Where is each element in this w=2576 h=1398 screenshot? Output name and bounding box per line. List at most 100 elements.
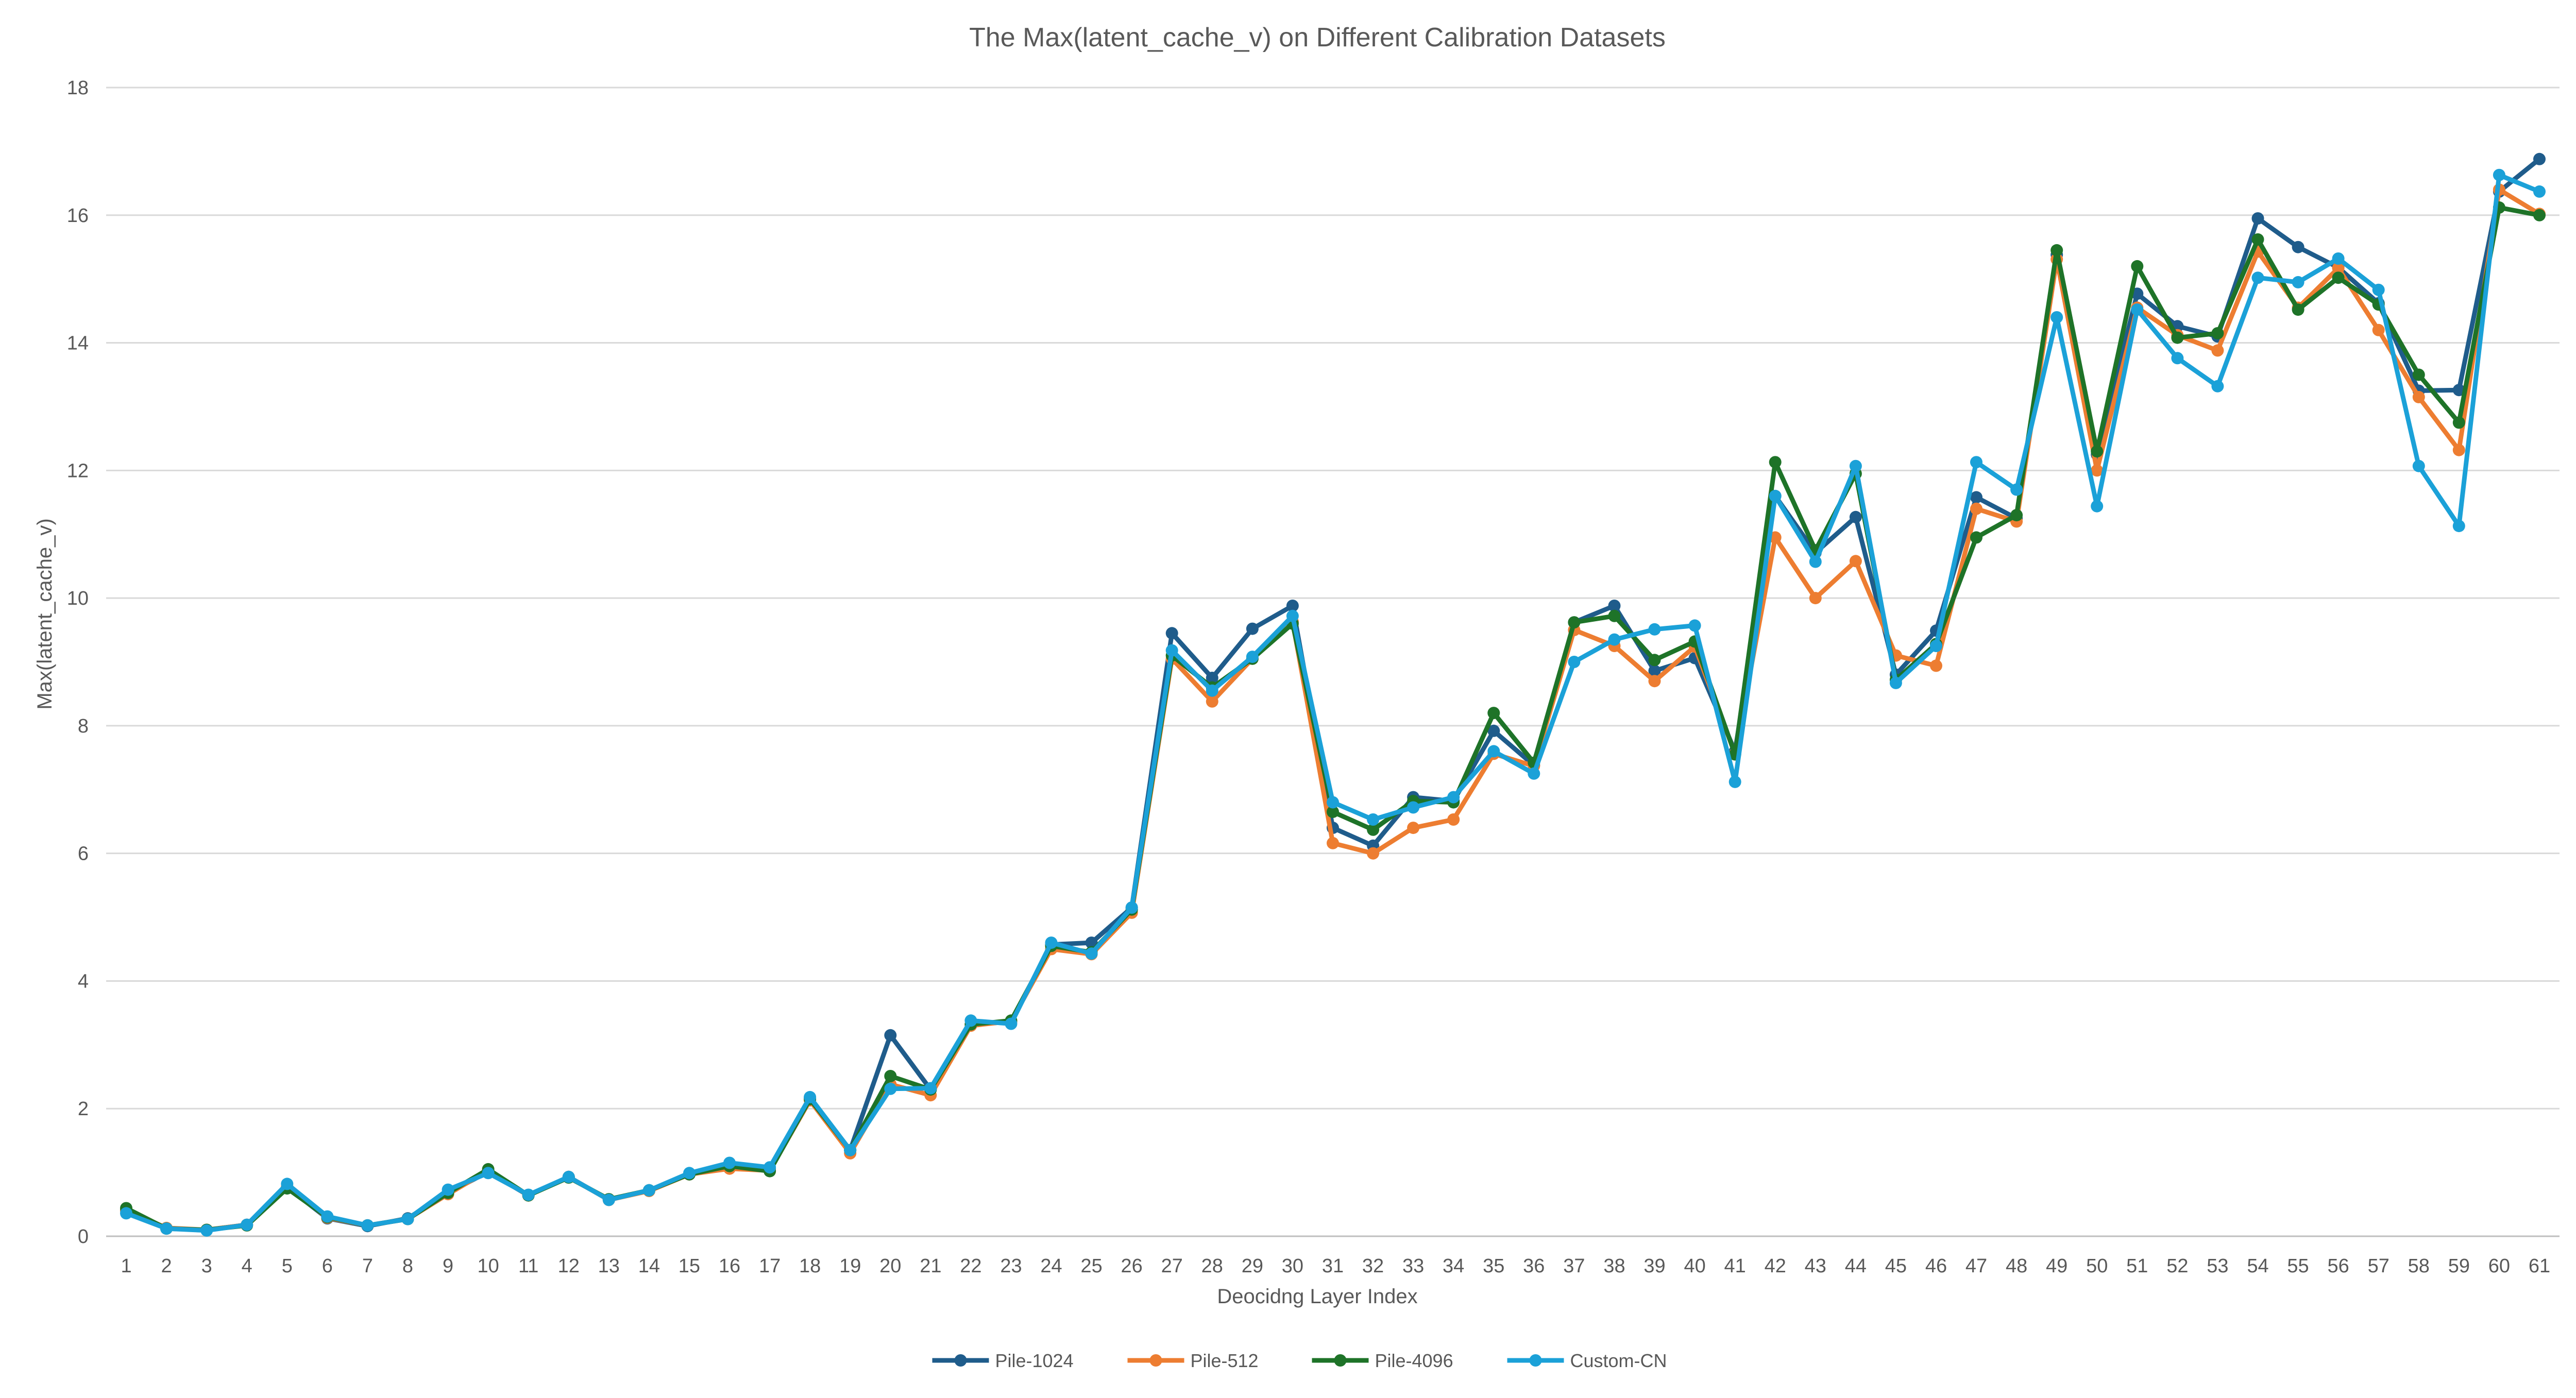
data-point xyxy=(924,1082,937,1095)
x-tick-label: 45 xyxy=(1885,1255,1907,1277)
x-tick-label: 2 xyxy=(161,1255,172,1277)
data-point xyxy=(2452,384,2465,397)
data-point xyxy=(1487,707,1500,720)
y-tick-label: 14 xyxy=(67,333,89,354)
data-point xyxy=(2452,520,2465,533)
data-point xyxy=(2452,444,2465,456)
y-tick-label: 10 xyxy=(67,588,89,609)
x-tick-label: 35 xyxy=(1483,1255,1504,1277)
data-point xyxy=(2131,260,2144,272)
legend-item: Pile-512 xyxy=(1127,1350,1259,1371)
x-axis-title: Deocidng Layer Index xyxy=(1217,1285,1417,1308)
legend-swatch-marker xyxy=(1529,1354,1542,1367)
data-point xyxy=(1246,651,1259,663)
legend: Pile-1024 Pile-512 Pile-4096 Custom-CN xyxy=(932,1350,1667,1371)
chart-title: The Max(latent_cache_v) on Different Cal… xyxy=(969,23,1666,53)
x-tick-label: 49 xyxy=(2046,1255,2067,1277)
x-tick-label: 52 xyxy=(2166,1255,2188,1277)
data-point xyxy=(804,1090,817,1103)
data-point xyxy=(2050,311,2063,323)
legend-swatch-marker xyxy=(1334,1354,1347,1367)
data-point xyxy=(1608,600,1621,612)
data-point xyxy=(1447,813,1460,826)
y-tick-label: 12 xyxy=(67,460,89,482)
x-tick-label: 29 xyxy=(1242,1255,1263,1277)
data-point xyxy=(2412,459,2425,472)
data-point xyxy=(1648,654,1661,667)
data-point xyxy=(1286,609,1299,622)
x-tick-label: 26 xyxy=(1121,1255,1143,1277)
data-point xyxy=(2292,276,2304,288)
x-tick-label: 54 xyxy=(2247,1255,2268,1277)
data-point xyxy=(1206,672,1218,684)
data-point xyxy=(1648,664,1661,677)
data-point xyxy=(1970,491,1982,504)
series-layer xyxy=(120,152,2546,1237)
data-point xyxy=(2332,262,2345,275)
data-point xyxy=(2533,152,2546,165)
data-point xyxy=(884,1070,897,1082)
data-point xyxy=(683,1167,696,1180)
data-point xyxy=(1367,823,1380,836)
x-tick-label: 11 xyxy=(518,1255,538,1277)
y-tick-label: 18 xyxy=(67,77,89,99)
x-tick-label: 53 xyxy=(2207,1255,2228,1277)
data-point xyxy=(241,1218,253,1231)
data-point xyxy=(723,1156,736,1169)
data-point xyxy=(642,1184,655,1197)
data-point xyxy=(1165,627,1178,640)
data-point xyxy=(1809,555,1822,568)
data-point xyxy=(1407,822,1420,834)
x-tick-label: 32 xyxy=(1362,1255,1384,1277)
data-point xyxy=(2372,323,2385,336)
data-point xyxy=(1769,456,1782,469)
x-tick-label: 10 xyxy=(477,1255,499,1277)
data-point xyxy=(2412,368,2425,381)
x-tick-label: 55 xyxy=(2287,1255,2309,1277)
data-point xyxy=(321,1210,334,1223)
x-tick-label: 22 xyxy=(960,1255,981,1277)
data-point xyxy=(2091,445,2104,458)
x-tick-label: 40 xyxy=(1684,1255,1705,1277)
x-tick-label: 24 xyxy=(1040,1255,1062,1277)
data-point xyxy=(1367,847,1380,860)
data-point xyxy=(2171,331,2184,344)
legend-item: Pile-4096 xyxy=(1312,1350,1453,1371)
data-point xyxy=(2251,233,2264,246)
data-point xyxy=(2131,303,2144,316)
x-tick-label: 50 xyxy=(2086,1255,2108,1277)
data-point xyxy=(1889,676,1902,689)
legend-item: Pile-1024 xyxy=(932,1350,1074,1371)
y-tick-label: 2 xyxy=(78,1098,89,1120)
data-point xyxy=(522,1188,535,1201)
data-point xyxy=(361,1219,374,1232)
data-point xyxy=(1568,656,1581,668)
data-point xyxy=(160,1222,173,1235)
data-point xyxy=(1085,947,1098,960)
data-point xyxy=(2452,416,2465,429)
x-tick-label: 34 xyxy=(1443,1255,1464,1277)
x-tick-label: 37 xyxy=(1563,1255,1585,1277)
data-point xyxy=(2412,390,2425,403)
data-point xyxy=(2292,241,2304,253)
data-point xyxy=(1648,675,1661,688)
data-point xyxy=(1045,936,1058,949)
data-point xyxy=(1849,555,1862,568)
x-tick-label: 16 xyxy=(719,1255,740,1277)
x-tick-label: 31 xyxy=(1322,1255,1344,1277)
data-point xyxy=(1688,619,1701,632)
data-point xyxy=(2251,271,2264,284)
data-point xyxy=(1970,456,1982,469)
y-tick-label: 6 xyxy=(78,843,89,865)
x-tick-label: 27 xyxy=(1161,1255,1183,1277)
x-tick-label: 30 xyxy=(1282,1255,1303,1277)
x-tick-label: 1 xyxy=(121,1255,131,1277)
data-point xyxy=(2211,380,2224,393)
legend-swatch-marker xyxy=(1149,1354,1162,1367)
series-custom-cn xyxy=(120,168,2546,1237)
data-point xyxy=(2493,168,2505,181)
x-tick-label: 57 xyxy=(2368,1255,2389,1277)
data-point xyxy=(1327,796,1339,809)
